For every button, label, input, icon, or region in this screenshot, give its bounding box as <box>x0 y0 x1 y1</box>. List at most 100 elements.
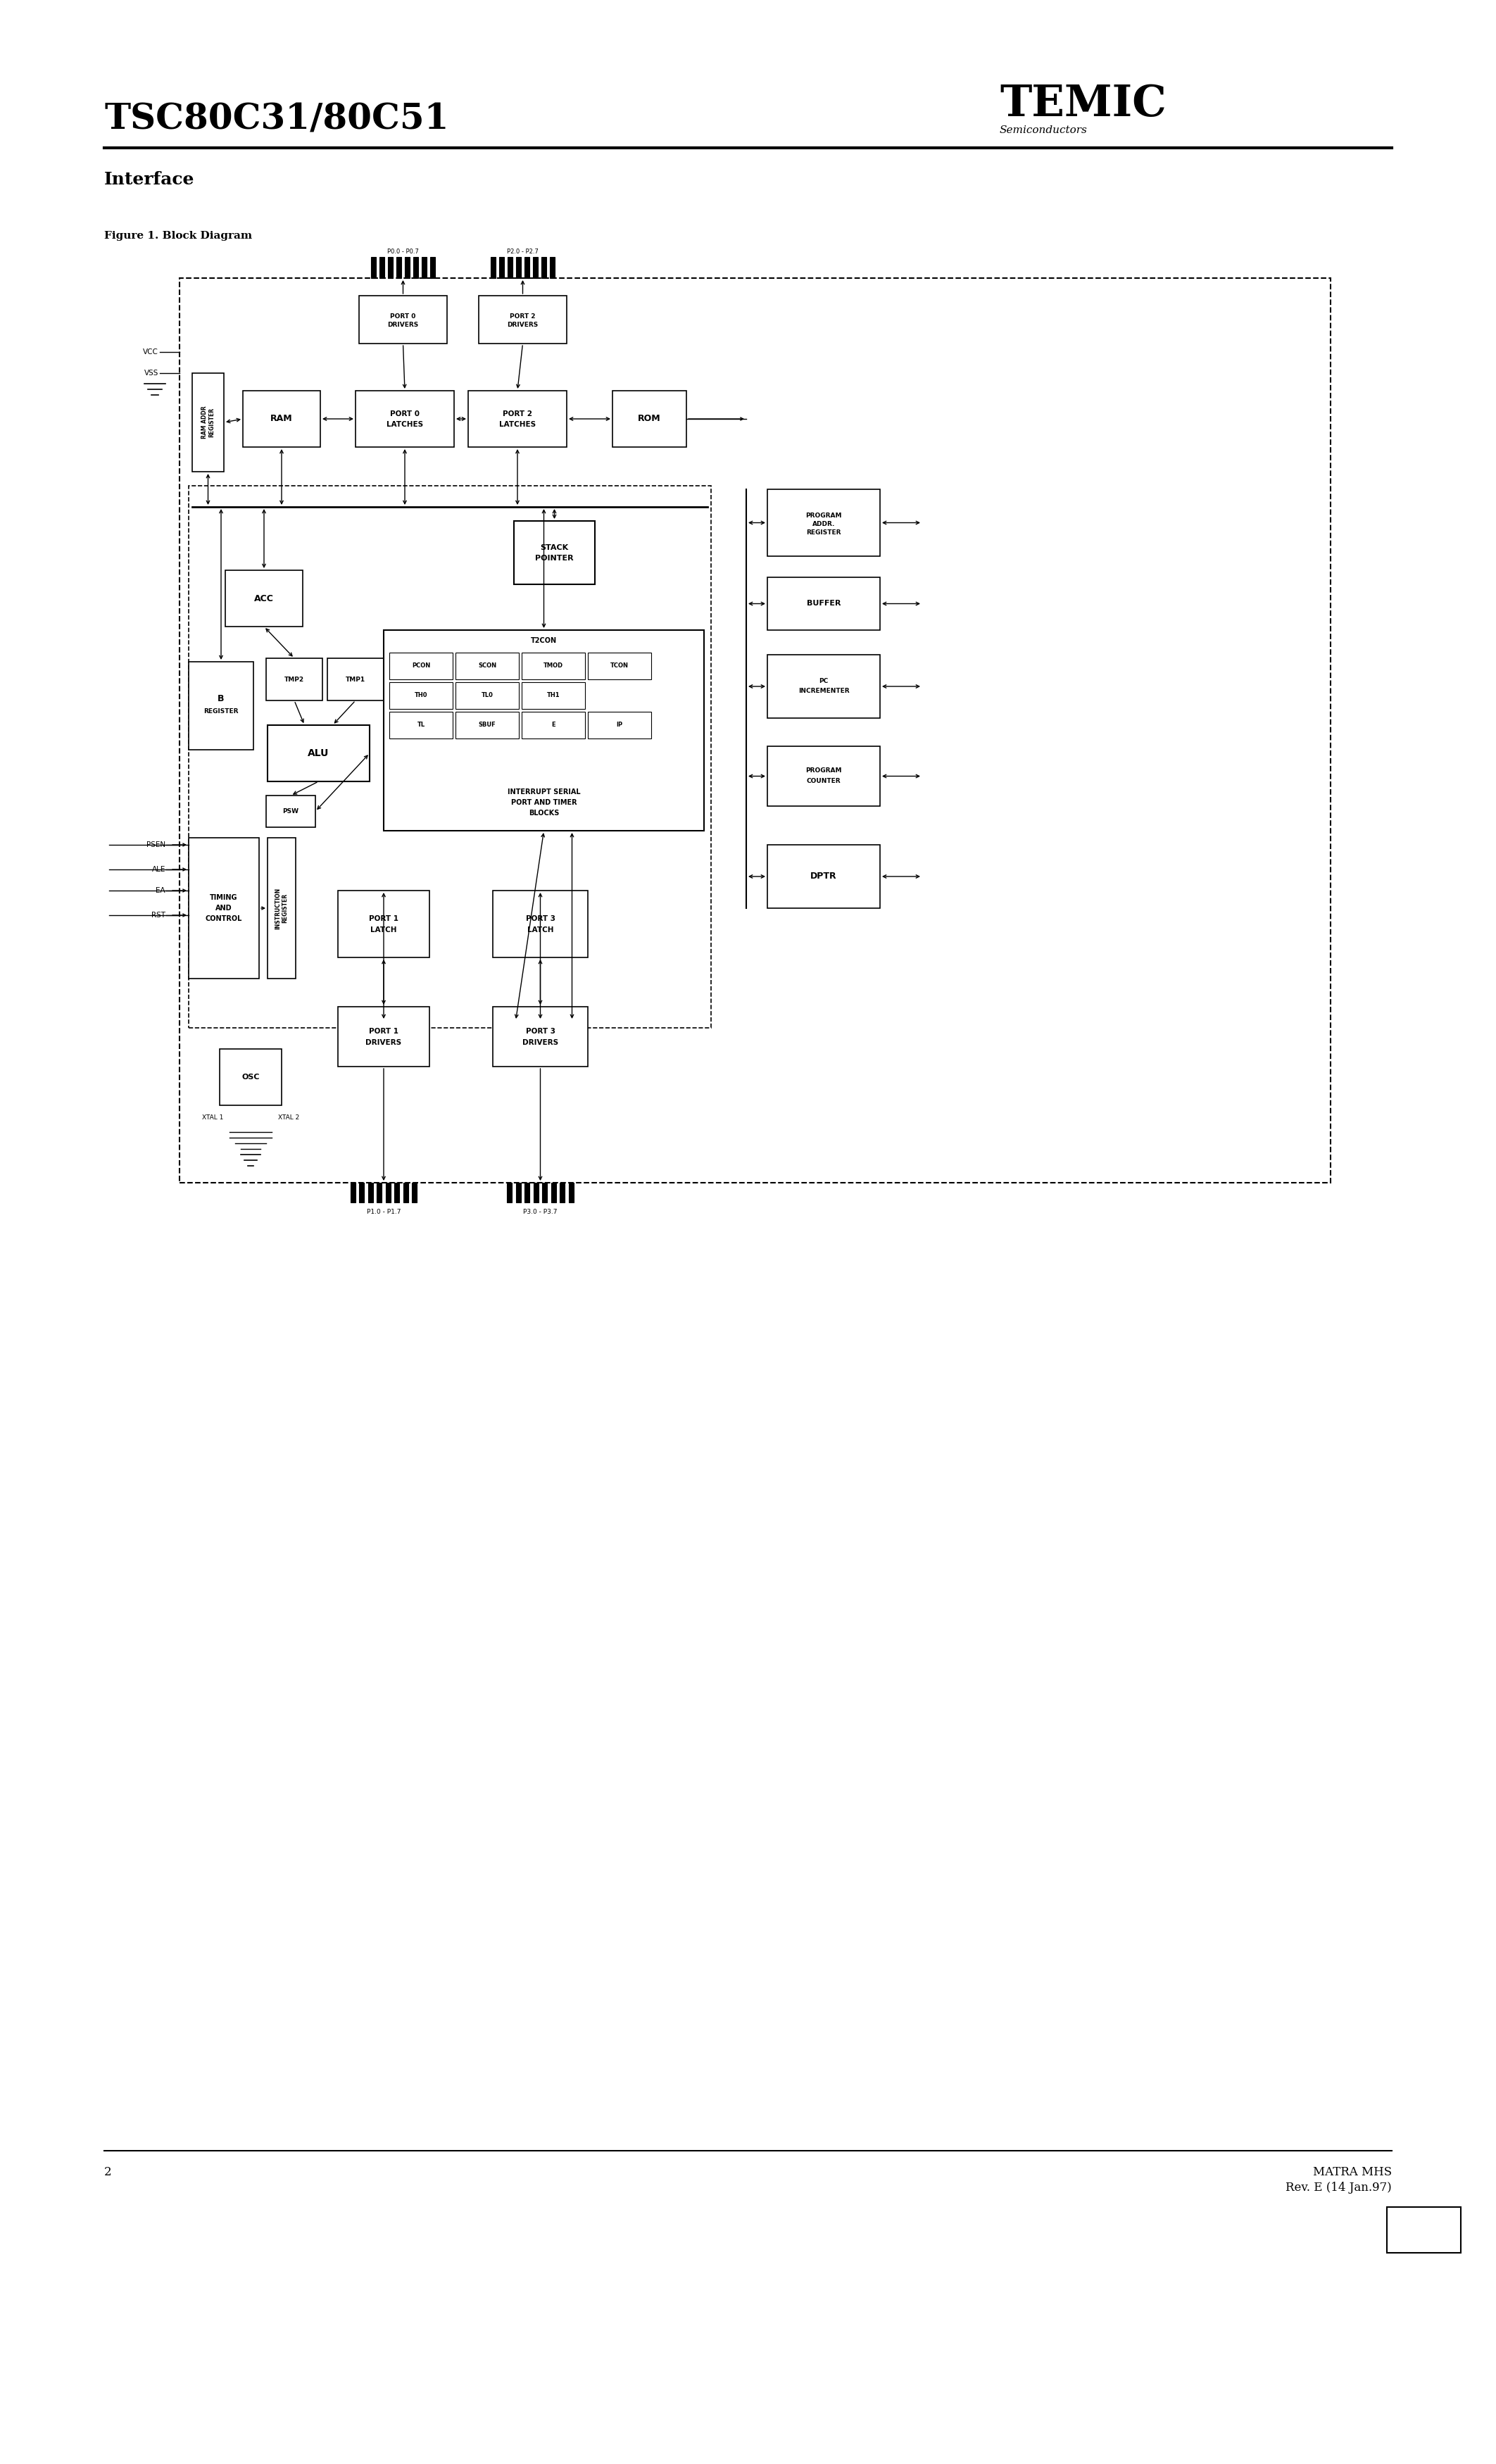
Text: Rev. E (14 Jan.97): Rev. E (14 Jan.97) <box>1285 2181 1391 2193</box>
Bar <box>516 256 521 278</box>
Bar <box>188 485 711 1027</box>
Bar <box>226 569 302 626</box>
Text: REGISTER: REGISTER <box>806 530 841 535</box>
Bar <box>389 653 453 680</box>
Bar <box>359 296 447 342</box>
Text: T2CON: T2CON <box>531 638 557 643</box>
Bar <box>588 653 651 680</box>
Bar <box>389 712 453 739</box>
Text: STACK: STACK <box>540 545 568 552</box>
Text: PSEN: PSEN <box>147 840 166 848</box>
Text: AND: AND <box>215 904 232 912</box>
Text: ALE: ALE <box>151 865 166 872</box>
Bar <box>767 577 880 631</box>
Text: INTERRUPT SERIAL: INTERRUPT SERIAL <box>507 788 580 796</box>
Text: INSTRUCTION
REGISTER: INSTRUCTION REGISTER <box>275 887 289 929</box>
Text: INCREMENTER: INCREMENTER <box>799 687 850 695</box>
Bar <box>542 1183 548 1202</box>
Bar <box>338 890 429 958</box>
Text: LATCH: LATCH <box>371 926 396 934</box>
Text: Figure 1. Block Diagram: Figure 1. Block Diagram <box>105 232 253 241</box>
Text: CONTROL: CONTROL <box>205 914 242 922</box>
Bar <box>533 256 537 278</box>
Bar <box>500 256 504 278</box>
Bar <box>411 1183 417 1202</box>
Text: TMOD: TMOD <box>543 663 564 670</box>
Bar <box>383 631 705 830</box>
Text: TMP1: TMP1 <box>346 675 365 683</box>
Text: LATCHES: LATCHES <box>386 421 423 429</box>
Bar <box>568 1183 573 1202</box>
Bar <box>191 372 224 471</box>
Bar <box>455 712 519 739</box>
Bar <box>588 712 651 739</box>
Bar <box>387 256 393 278</box>
Bar <box>266 796 316 828</box>
Bar <box>359 1183 364 1202</box>
Bar <box>396 256 401 278</box>
Text: TH0: TH0 <box>414 692 428 700</box>
Bar <box>525 1183 530 1202</box>
Text: E: E <box>552 722 555 729</box>
Text: REGISTER: REGISTER <box>203 707 238 715</box>
Bar <box>328 658 383 700</box>
Text: P1.0 - P1.7: P1.0 - P1.7 <box>367 1210 401 1215</box>
Bar <box>386 1183 390 1202</box>
Bar <box>491 256 497 278</box>
Text: PORT 3: PORT 3 <box>525 914 555 922</box>
Text: TCON: TCON <box>610 663 628 670</box>
Bar <box>389 683 453 710</box>
Text: ROM: ROM <box>637 414 661 424</box>
Bar <box>350 1183 356 1202</box>
Text: TL0: TL0 <box>482 692 494 700</box>
Text: RST: RST <box>151 912 166 919</box>
Bar <box>380 256 384 278</box>
Text: BUFFER: BUFFER <box>806 601 841 606</box>
Text: LATCHES: LATCHES <box>500 421 536 429</box>
Text: LATCH: LATCH <box>527 926 554 934</box>
Bar <box>368 1183 373 1202</box>
Bar <box>422 256 426 278</box>
Bar <box>413 256 417 278</box>
Text: Semiconductors: Semiconductors <box>999 126 1088 136</box>
Bar <box>479 296 567 342</box>
Text: DRIVERS: DRIVERS <box>387 323 419 328</box>
Text: XTAL 1: XTAL 1 <box>202 1114 223 1121</box>
Text: B: B <box>218 695 224 702</box>
Bar <box>767 655 880 717</box>
Bar <box>542 256 546 278</box>
Text: P3.0 - P3.7: P3.0 - P3.7 <box>524 1210 558 1215</box>
Text: PROGRAM: PROGRAM <box>805 513 842 520</box>
Text: TMP2: TMP2 <box>284 675 304 683</box>
Bar <box>356 392 455 446</box>
Bar <box>612 392 687 446</box>
Text: VCC: VCC <box>144 347 159 355</box>
Text: POINTER: POINTER <box>536 554 573 562</box>
Text: 2: 2 <box>105 2166 112 2178</box>
Bar <box>377 1183 381 1202</box>
Bar <box>522 712 585 739</box>
Text: DPTR: DPTR <box>811 872 836 882</box>
Bar <box>180 278 1330 1183</box>
Text: SBUF: SBUF <box>479 722 495 729</box>
Bar <box>404 1183 408 1202</box>
Text: PORT 1: PORT 1 <box>370 914 398 922</box>
Text: DRIVERS: DRIVERS <box>365 1040 402 1045</box>
Text: PC: PC <box>818 678 829 685</box>
Bar <box>507 1183 512 1202</box>
Bar <box>507 256 513 278</box>
Text: TSC80C31/80C51: TSC80C31/80C51 <box>105 103 449 138</box>
Text: VSS: VSS <box>144 370 159 377</box>
Bar <box>522 683 585 710</box>
Text: P0.0 - P0.7: P0.0 - P0.7 <box>387 249 419 254</box>
Bar <box>515 520 595 584</box>
Text: OSC: OSC <box>242 1074 260 1082</box>
Text: PORT 2: PORT 2 <box>503 411 533 416</box>
Text: TL: TL <box>417 722 425 729</box>
Text: RAM: RAM <box>271 414 293 424</box>
Text: PORT 1: PORT 1 <box>370 1027 398 1035</box>
Text: P2.0 - P2.7: P2.0 - P2.7 <box>507 249 539 254</box>
Text: EA: EA <box>156 887 166 894</box>
Bar <box>395 1183 399 1202</box>
Text: Interface: Interface <box>105 170 194 187</box>
